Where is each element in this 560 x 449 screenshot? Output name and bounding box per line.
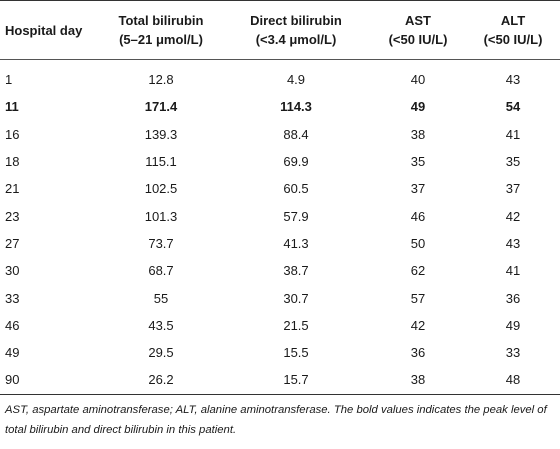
cell-total-bilirubin: 139.3 [144,126,178,142]
cell-total-bilirubin: 43.5 [148,317,174,333]
cell-ast: 49 [410,99,426,115]
cell-total-bilirubin: 115.1 [145,154,177,170]
header-line2: (<3.4 μmol/L) [255,32,337,47]
cell-alt: 43 [505,235,521,251]
cell-hospital-day: 30 [5,263,20,279]
cell-direct-bilirubin: 30.7 [283,290,309,306]
header-hospital-day: Hospital day [0,1,100,60]
cell-hospital-day: 18 [5,154,20,170]
cell-ast: 38 [370,366,466,395]
cell-alt: 37 [505,181,521,197]
cell-total-bilirubin: 29.5 [148,345,174,361]
cell-hospital-day: 33 [5,290,20,306]
cell-ast: 62 [410,263,426,279]
cell-total-bilirubin: 68.7 [148,263,174,279]
cell-total-bilirubin: 101.3 [144,208,178,224]
cell-direct-bilirubin: 38.7 [283,263,309,279]
cell-hospital-day: 49 [5,345,20,361]
table-footnote: AST, aspartate aminotransferase; ALT, al… [5,404,547,436]
table-row: 16 139.3 88.4 38 41 [0,121,560,148]
cell-alt: 36 [505,290,521,306]
cell-hospital-day: 16 [5,126,20,142]
cell-total-bilirubin: 73.7 [148,235,174,251]
cell-total-bilirubin: 26.2 [100,366,222,395]
header-line2: (<50 IU/L) [483,32,543,47]
cell-ast: 37 [410,181,426,197]
header-direct-bilirubin: Direct bilirubin (<3.4 μmol/L) [222,1,370,60]
header-line1: ALT [500,13,526,28]
cell-ast: 35 [410,154,426,170]
cell-direct-bilirubin: 21.5 [283,317,309,333]
cell-alt: 49 [505,317,521,333]
cell-direct-bilirubin: 41.3 [283,235,309,251]
table-body: 1 12.8 4.9 40 43 11 171.4 114.3 49 54 16 139.3 88.4 3… [0,60,560,395]
cell-alt: 35 [505,154,521,170]
cell-ast: 57 [410,290,426,306]
cell-alt: 48 [466,366,560,395]
header-line1: AST [405,13,431,28]
table-row: 18 115.1 69.9 35 35 [0,148,560,175]
cell-total-bilirubin: 12.8 [148,72,174,88]
table-row: 33 55 30.7 57 36 [0,284,560,311]
table-row: 30 68.7 38.7 62 41 [0,257,560,284]
cell-hospital-day: 46 [5,317,20,333]
cell-alt: 41 [505,126,521,142]
cell-hospital-day: 23 [5,208,20,224]
header-alt: ALT (<50 IU/L) [466,1,560,60]
header-row: Hospital day Total bilirubin (5–21 μmol/… [0,1,560,60]
cell-hospital-day: 11 [5,99,19,115]
top-rule [0,0,560,1]
header-line2: (5–21 μmol/L) [119,32,203,47]
header-ast: AST (<50 IU/L) [370,1,466,60]
cell-direct-bilirubin: 114.3 [280,99,312,115]
header-line1: Total bilirubin [118,13,204,28]
table-row: 90 26.2 15.7 38 48 [0,366,560,395]
cell-ast: 36 [410,345,426,361]
cell-alt: 54 [505,99,521,115]
cell-ast: 38 [410,126,426,142]
cell-alt: 42 [505,208,521,224]
table-row: 46 43.5 21.5 42 49 [0,312,560,339]
cell-direct-bilirubin: 69.9 [283,154,309,170]
table-row: 11 171.4 114.3 49 54 [0,93,560,120]
cell-direct-bilirubin: 4.9 [286,72,306,88]
lab-values-table: Hospital day Total bilirubin (5–21 μmol/… [0,0,560,395]
cell-ast: 42 [410,317,426,333]
cell-ast: 40 [410,72,426,88]
cell-total-bilirubin: 102.5 [144,181,178,197]
cell-ast: 50 [410,235,426,251]
table-row: 21 102.5 60.5 37 37 [0,175,560,202]
header-line2: (<50 IU/L) [388,32,448,47]
cell-direct-bilirubin: 15.5 [283,345,309,361]
cell-direct-bilirubin: 60.5 [283,181,309,197]
cell-direct-bilirubin: 88.4 [283,126,309,142]
cell-alt: 41 [505,263,521,279]
table-row: 23 101.3 57.9 46 42 [0,202,560,229]
cell-direct-bilirubin: 57.9 [283,208,309,224]
cell-alt: 43 [505,72,521,88]
table-row: 1 12.8 4.9 40 43 [0,60,560,94]
table-row: 27 73.7 41.3 50 43 [0,230,560,257]
cell-hospital-day: 1 [5,72,13,88]
cell-hospital-day: 21 [5,181,20,197]
cell-total-bilirubin: 55 [153,290,169,306]
cell-alt: 33 [505,345,521,361]
cell-hospital-day: 27 [5,235,20,251]
header-total-bilirubin: Total bilirubin (5–21 μmol/L) [100,1,222,60]
header-line1: Hospital day [5,22,83,38]
cell-ast: 46 [410,208,426,224]
cell-hospital-day: 90 [0,366,100,395]
table-row: 49 29.5 15.5 36 33 [0,339,560,366]
cell-total-bilirubin: 171.4 [144,99,178,115]
header-line1: Direct bilirubin [250,13,342,28]
cell-direct-bilirubin: 15.7 [222,366,370,395]
